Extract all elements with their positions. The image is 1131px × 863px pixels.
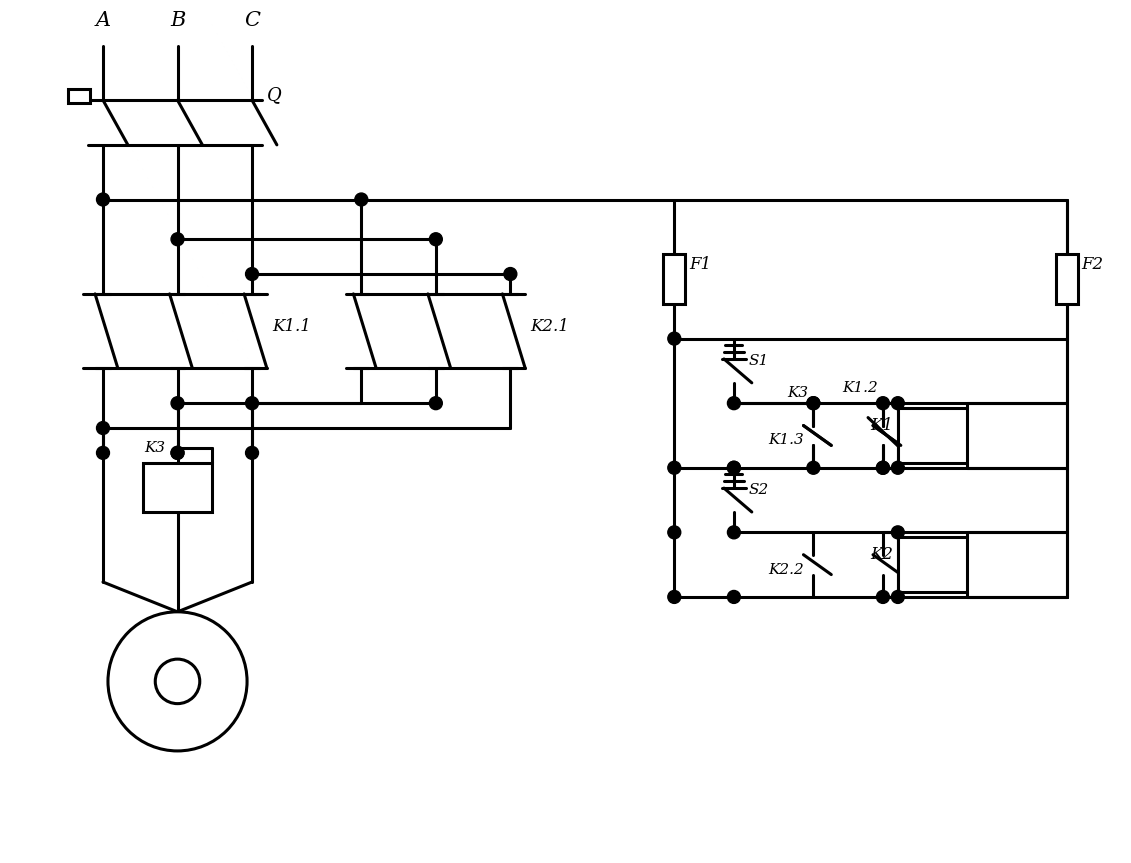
Circle shape [430, 397, 442, 410]
Circle shape [504, 268, 517, 280]
Circle shape [355, 193, 368, 206]
Bar [664, 254, 685, 304]
Circle shape [891, 397, 905, 410]
Text: B: B [170, 11, 185, 30]
Bar [143, 463, 213, 513]
Circle shape [877, 397, 889, 410]
Circle shape [806, 397, 820, 410]
Text: A: A [95, 11, 111, 30]
Circle shape [155, 659, 200, 703]
Circle shape [171, 233, 184, 246]
Circle shape [96, 421, 110, 434]
Circle shape [171, 446, 184, 459]
Circle shape [727, 462, 741, 475]
Text: K2.1: K2.1 [530, 318, 569, 335]
Circle shape [96, 193, 110, 206]
Circle shape [171, 397, 184, 410]
Text: Q: Q [267, 86, 282, 104]
Circle shape [891, 526, 905, 539]
Circle shape [806, 397, 820, 410]
Text: K1.2: K1.2 [843, 381, 878, 395]
Circle shape [667, 462, 681, 475]
Circle shape [877, 590, 889, 603]
Text: K1: K1 [870, 417, 892, 434]
Text: F1: F1 [689, 255, 711, 273]
Text: K3: K3 [787, 387, 809, 400]
Circle shape [877, 462, 889, 475]
Bar [68, 89, 90, 103]
Circle shape [877, 462, 889, 475]
Bar [1056, 254, 1078, 304]
Circle shape [727, 590, 741, 603]
Circle shape [430, 233, 442, 246]
Circle shape [245, 397, 259, 410]
Text: F2: F2 [1081, 255, 1104, 273]
Circle shape [806, 462, 820, 475]
Circle shape [245, 268, 259, 280]
Circle shape [667, 590, 681, 603]
Text: K2.2: K2.2 [769, 563, 804, 576]
Circle shape [171, 446, 184, 459]
Circle shape [727, 526, 741, 539]
Circle shape [891, 462, 905, 475]
Bar [898, 538, 967, 592]
Text: C: C [244, 11, 260, 30]
Text: S4: S4 [898, 563, 918, 576]
Text: K1.3: K1.3 [769, 433, 804, 447]
Text: K2: K2 [870, 546, 892, 564]
Circle shape [667, 526, 681, 539]
Circle shape [96, 446, 110, 459]
Text: K1.1: K1.1 [271, 318, 311, 335]
Bar [898, 408, 967, 463]
Circle shape [891, 590, 905, 603]
Text: K3: K3 [145, 441, 166, 455]
Circle shape [107, 612, 247, 751]
Circle shape [245, 446, 259, 459]
Text: S1: S1 [749, 354, 769, 368]
Text: M: M [165, 670, 190, 693]
Circle shape [727, 397, 741, 410]
Circle shape [727, 462, 741, 475]
Circle shape [667, 332, 681, 345]
Text: S3: S3 [898, 433, 918, 447]
Text: S2: S2 [749, 483, 769, 497]
